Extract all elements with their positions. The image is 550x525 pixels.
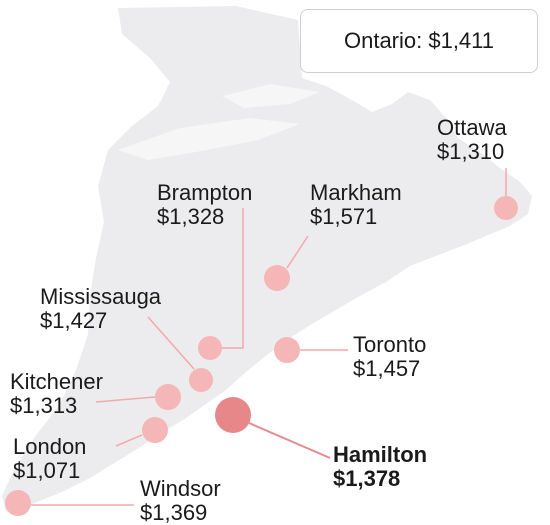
- city-label-brampton: Brampton $1,328: [157, 181, 252, 229]
- city-marker-toronto: [274, 337, 300, 363]
- province-total-label: Ontario: $1,411: [343, 28, 495, 53]
- leader-line-brampton: [222, 208, 244, 349]
- city-name: Windsor: [140, 476, 221, 501]
- city-price: $1,369: [140, 500, 208, 525]
- city-marker-brampton: [198, 336, 222, 360]
- city-name: Hamilton: [333, 442, 428, 467]
- city-label-hamilton: Hamilton $1,378: [333, 443, 427, 491]
- city-label-kitchener: Kitchener $1,313: [10, 370, 103, 418]
- city-marker-windsor: [5, 490, 31, 516]
- city-price: $1,071: [13, 458, 81, 483]
- leader-line-mississauga: [147, 316, 195, 370]
- city-marker-mississauga: [189, 368, 213, 392]
- city-name: London: [13, 434, 87, 459]
- city-marker-markham: [264, 265, 290, 291]
- province-total-box: Ontario: $1,411: [300, 9, 538, 73]
- leader-line-london: [115, 434, 143, 447]
- city-name: Toronto: [353, 332, 427, 357]
- city-name: Mississauga: [40, 284, 162, 309]
- city-price: $1,313: [10, 393, 78, 418]
- city-label-mississauga: Mississauga $1,427: [40, 285, 161, 333]
- city-price: $1,427: [40, 308, 108, 333]
- city-price: $1,457: [353, 356, 421, 381]
- city-marker-london: [142, 417, 168, 443]
- city-price: $1,310: [437, 139, 505, 164]
- lake-shape: [118, 118, 300, 160]
- city-label-windsor: Windsor $1,369: [140, 477, 221, 525]
- city-marker-ottawa: [494, 196, 518, 220]
- leader-line-hamilton: [248, 422, 331, 459]
- city-label-london: London $1,071: [13, 435, 86, 483]
- city-label-markham: Markham $1,571: [310, 181, 402, 229]
- city-price: $1,378: [333, 466, 401, 491]
- land-shape: [2, 6, 532, 512]
- city-label-toronto: Toronto $1,457: [353, 333, 426, 381]
- leader-line-markham: [286, 235, 309, 269]
- city-marker-kitchener: [155, 384, 181, 410]
- city-name: Kitchener: [10, 369, 103, 394]
- leader-line-kitchener: [95, 396, 156, 403]
- city-name: Ottawa: [437, 115, 507, 140]
- city-name: Markham: [310, 180, 402, 205]
- city-marker-hamilton: [215, 397, 251, 433]
- city-price: $1,328: [157, 204, 225, 229]
- city-label-ottawa: Ottawa $1,310: [437, 116, 507, 164]
- lake-shape: [222, 84, 320, 108]
- city-price: $1,571: [310, 204, 378, 229]
- city-name: Brampton: [157, 180, 253, 205]
